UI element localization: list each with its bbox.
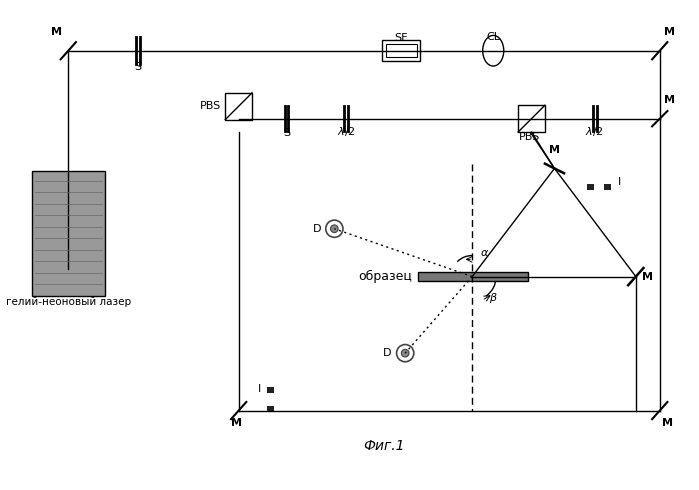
Text: S: S (135, 62, 142, 72)
Text: PBS: PBS (200, 101, 222, 111)
Text: M: M (663, 95, 675, 105)
Bar (32, 172, 105, 296)
Text: M: M (642, 271, 653, 282)
Bar (225, 93, 252, 120)
Circle shape (401, 349, 409, 357)
Text: M: M (549, 145, 560, 155)
Text: Фиг.1: Фиг.1 (363, 439, 405, 453)
Text: D: D (312, 224, 321, 234)
Text: $\lambda/2$: $\lambda/2$ (586, 125, 604, 138)
Text: CL: CL (487, 31, 500, 42)
Bar (386, 44, 417, 57)
Text: $\beta$: $\beta$ (489, 291, 498, 305)
Bar (267, 406, 274, 413)
Text: M: M (51, 27, 62, 37)
Bar (518, 105, 545, 132)
Bar (417, 272, 528, 281)
Text: $\lambda/2$: $\lambda/2$ (337, 125, 355, 138)
Circle shape (331, 225, 338, 233)
Bar (382, 40, 421, 61)
Text: SF: SF (395, 32, 408, 43)
Text: PBS: PBS (519, 132, 540, 142)
Text: I: I (618, 176, 621, 187)
Text: $\alpha$: $\alpha$ (480, 248, 489, 258)
Bar (604, 184, 611, 191)
Bar (267, 387, 274, 393)
Text: образец: образец (358, 270, 412, 283)
Text: M: M (231, 418, 243, 428)
Text: I: I (259, 384, 261, 393)
Text: D: D (383, 348, 391, 358)
Text: гелий-неоновый лазер: гелий-неоновый лазер (6, 297, 131, 307)
Text: M: M (662, 418, 672, 428)
Text: S: S (283, 128, 290, 138)
Text: M: M (663, 27, 675, 37)
Bar (587, 184, 593, 191)
